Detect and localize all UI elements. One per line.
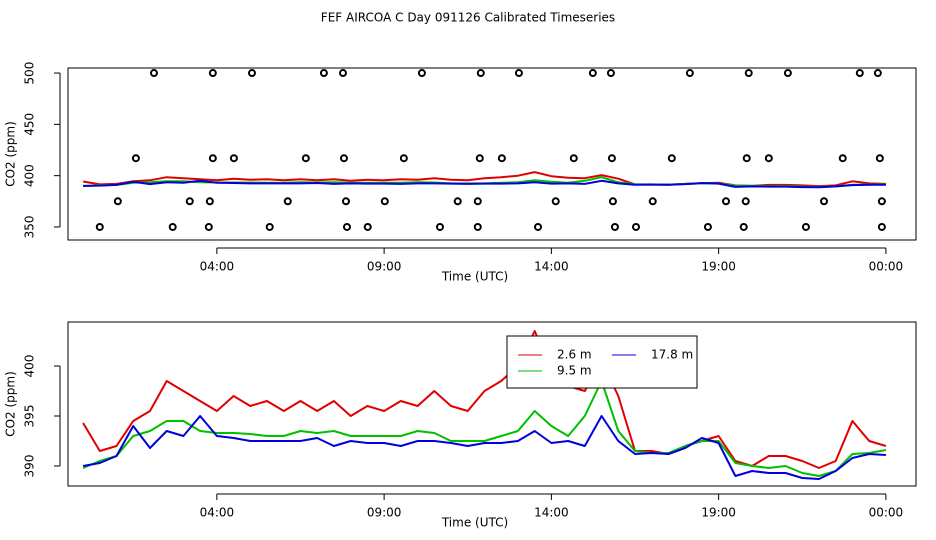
point <box>648 197 657 206</box>
x-tick-label: 09:00 <box>367 260 402 274</box>
data-line <box>82 380 887 477</box>
y-axis-label: CO2 (ppm) <box>4 371 18 437</box>
point <box>476 69 485 78</box>
x-tick-label: 14:00 <box>534 506 569 520</box>
x-tick-label: 19:00 <box>701 260 736 274</box>
point <box>632 222 641 231</box>
point <box>742 154 751 163</box>
point <box>208 154 217 163</box>
point <box>610 222 619 231</box>
x-tick-label: 14:00 <box>534 260 569 274</box>
x-axis-label: Time (UTC) <box>441 270 508 284</box>
point <box>607 154 616 163</box>
point <box>497 154 506 163</box>
point <box>301 154 310 163</box>
legend-label: 17.8 m <box>651 348 693 362</box>
point <box>533 222 542 231</box>
x-tick-label: 00:00 <box>869 260 904 274</box>
point <box>247 69 256 78</box>
point <box>185 197 194 206</box>
point <box>338 69 347 78</box>
legend-box <box>506 335 698 389</box>
point <box>131 154 140 163</box>
point <box>380 197 389 206</box>
legend-label: 9.5 m <box>557 364 592 378</box>
y-tick-label: 500 <box>23 62 37 85</box>
point <box>764 154 773 163</box>
data-line <box>83 179 886 189</box>
point <box>855 69 864 78</box>
point <box>435 222 444 231</box>
point <box>783 69 792 78</box>
y-tick-label: 350 <box>23 216 37 239</box>
point <box>685 69 694 78</box>
point <box>204 222 213 231</box>
y-tick-label: 400 <box>23 164 37 187</box>
plot-frame <box>67 321 917 487</box>
y-tick-label: 390 <box>23 455 37 478</box>
point <box>168 222 177 231</box>
point <box>149 69 158 78</box>
point <box>608 197 617 206</box>
point <box>838 154 847 163</box>
point <box>873 69 882 78</box>
x-tick-label: 19:00 <box>701 506 736 520</box>
point <box>877 222 886 231</box>
x-axis-label: Time (UTC) <box>441 516 508 530</box>
point <box>205 197 214 206</box>
point <box>875 154 884 163</box>
point <box>283 197 292 206</box>
x-tick-label: 04:00 <box>200 506 235 520</box>
data-line <box>82 415 886 480</box>
point <box>514 69 523 78</box>
point <box>265 222 274 231</box>
point <box>417 69 426 78</box>
point <box>208 69 217 78</box>
point <box>319 69 328 78</box>
point <box>551 197 560 206</box>
point <box>667 154 676 163</box>
point <box>475 154 484 163</box>
point <box>739 222 748 231</box>
y-tick-label: 395 <box>23 405 37 428</box>
y-axis-label: CO2 (ppm) <box>4 121 18 187</box>
point <box>473 197 482 206</box>
point <box>342 222 351 231</box>
point <box>703 222 712 231</box>
point <box>399 154 408 163</box>
point <box>877 197 886 206</box>
point <box>588 69 597 78</box>
point <box>744 69 753 78</box>
point <box>229 154 238 163</box>
point <box>339 154 348 163</box>
x-tick-label: 00:00 <box>869 506 904 520</box>
point <box>473 222 482 231</box>
point <box>801 222 810 231</box>
point <box>820 197 829 206</box>
point <box>453 197 462 206</box>
x-tick-label: 09:00 <box>367 506 402 520</box>
point <box>569 154 578 163</box>
point <box>606 69 615 78</box>
chart-title: FEF AIRCOA C Day 091126 Calibrated Times… <box>321 11 615 25</box>
point <box>95 222 104 231</box>
y-tick-label: 400 <box>23 355 37 378</box>
plot-frame <box>67 67 917 241</box>
point <box>363 222 372 231</box>
y-tick-label: 450 <box>23 113 37 136</box>
point <box>341 197 350 206</box>
point <box>721 197 730 206</box>
point <box>113 197 122 206</box>
legend-label: 2.6 m <box>557 348 592 362</box>
point <box>741 197 750 206</box>
x-tick-label: 04:00 <box>200 260 235 274</box>
